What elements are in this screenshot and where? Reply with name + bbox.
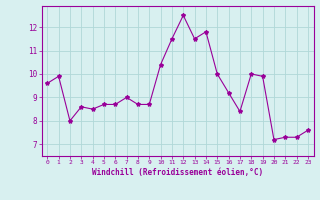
X-axis label: Windchill (Refroidissement éolien,°C): Windchill (Refroidissement éolien,°C) — [92, 168, 263, 177]
